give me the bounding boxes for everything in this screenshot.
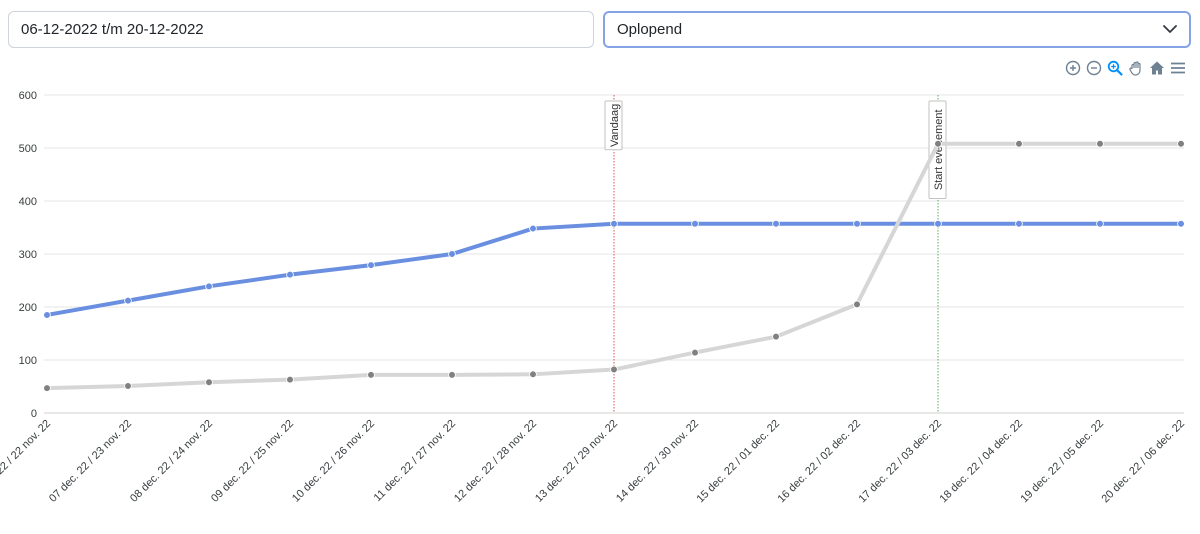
y-tick-label: 400 — [19, 196, 37, 208]
data-point — [691, 219, 699, 228]
data-point — [1096, 139, 1104, 148]
pan-icon[interactable] — [1128, 60, 1144, 76]
zoom-out-icon[interactable] — [1086, 60, 1102, 76]
x-tick-label: 17 dec. 22 / 03 dec. 22 — [856, 418, 944, 506]
data-point — [367, 261, 375, 269]
zoom-in-icon[interactable] — [1065, 60, 1081, 76]
data-point — [610, 219, 618, 228]
annotation-label-box — [928, 100, 947, 199]
annotation-label-box — [604, 100, 623, 151]
y-tick-label: 100 — [19, 355, 37, 367]
data-point — [772, 219, 780, 228]
x-tick-label: 20 dec. 22 / 06 dec. 22 — [1099, 418, 1187, 506]
data-point — [934, 139, 942, 148]
x-tick-label: 12 dec. 22 / 28 nov. 22 — [452, 418, 539, 505]
data-point — [286, 270, 294, 279]
chevron-down-icon — [1163, 25, 1177, 33]
data-point — [1015, 219, 1023, 228]
annotation-label: Start evenement — [928, 100, 947, 199]
data-point — [1177, 139, 1185, 148]
y-tick-label: 0 — [31, 408, 37, 420]
data-point — [610, 365, 618, 374]
home-icon[interactable] — [1149, 60, 1165, 76]
x-tick-label: 19 dec. 22 / 05 dec. 22 — [1018, 418, 1106, 506]
y-tick-label: 200 — [19, 302, 37, 314]
data-point — [205, 378, 213, 387]
y-tick-label: 600 — [19, 90, 37, 102]
data-point — [934, 219, 942, 228]
sort-order-value: Oplopend — [617, 21, 683, 38]
data-point — [529, 224, 537, 233]
data-point — [43, 384, 51, 392]
zoom-select-icon[interactable] — [1107, 60, 1123, 76]
x-tick-label: 13 dec. 22 / 29 nov. 22 — [533, 418, 620, 505]
x-tick-label: 5 dec. 22 / 22 nov. 22 — [0, 418, 53, 501]
annotation-label-text: Start evenement — [933, 109, 945, 190]
data-point — [853, 219, 861, 228]
x-tick-label: 14 dec. 22 / 30 nov. 22 — [614, 418, 701, 505]
annotation-label-text: Vandaag — [609, 104, 621, 147]
data-point — [772, 332, 780, 341]
x-tick-label: 08 dec. 22 / 24 nov. 22 — [128, 418, 215, 505]
data-point — [1096, 219, 1104, 228]
data-point — [205, 282, 213, 291]
x-tick-label: 11 dec. 22 / 27 nov. 22 — [372, 418, 458, 504]
data-point — [1177, 219, 1185, 228]
data-point — [448, 371, 456, 379]
x-tick-label: 16 dec. 22 / 02 dec. 22 — [775, 418, 863, 506]
y-tick-label: 300 — [19, 249, 37, 261]
series-2 — [43, 139, 1185, 392]
x-tick-label: 15 dec. 22 / 01 dec. 22 — [694, 418, 782, 506]
sort-order-select[interactable]: Oplopend — [603, 11, 1191, 48]
series-1 — [43, 219, 1185, 319]
data-point — [853, 300, 861, 309]
y-tick-label: 500 — [19, 143, 37, 155]
x-tick-label: 10 dec. 22 / 26 nov. 22 — [290, 418, 377, 505]
annotation-label: Vandaag — [604, 100, 623, 151]
data-point — [43, 311, 51, 319]
data-point — [286, 375, 294, 384]
data-point — [124, 296, 132, 305]
data-point — [1015, 139, 1023, 148]
data-point — [124, 382, 132, 390]
line-chart: 0 100 200 300 400 500 600 Vandaag Start eveneme… — [0, 90, 1187, 506]
chart-toolbar — [1065, 60, 1186, 76]
menu-icon[interactable] — [1170, 60, 1186, 76]
date-range-input[interactable]: 06-12-2022 t/m 20-12-2022 — [8, 11, 594, 48]
data-point — [367, 371, 375, 379]
series — [43, 139, 1185, 392]
y-axis: 0 100 200 300 400 500 600 — [19, 90, 37, 420]
data-point — [529, 370, 537, 379]
annotations: Vandaag Start evenement — [604, 95, 947, 413]
data-point — [691, 348, 699, 357]
x-tick-label: 18 dec. 22 / 04 dec. 22 — [937, 418, 1025, 506]
x-tick-label: 07 dec. 22 / 23 nov. 22 — [47, 418, 134, 505]
x-tick-label: 09 dec. 22 / 25 nov. 22 — [209, 418, 296, 505]
data-point — [448, 250, 456, 258]
